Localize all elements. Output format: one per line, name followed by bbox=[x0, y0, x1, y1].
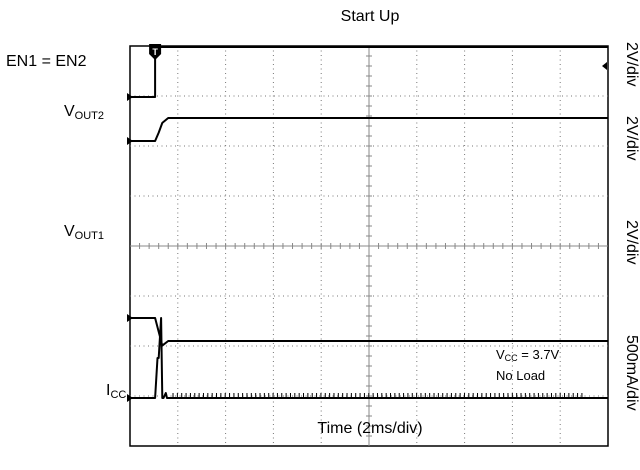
trigger-marker bbox=[149, 44, 162, 60]
grid bbox=[129, 45, 609, 447]
trigger-marker-label: T bbox=[152, 47, 158, 57]
trace-label-vout2: VOUT2 bbox=[64, 103, 105, 122]
scale-label-vout2: 2V/div bbox=[623, 116, 640, 161]
scale-label-en: 2V/div bbox=[623, 42, 640, 87]
markers: T bbox=[127, 44, 607, 402]
trace-label-vout1: VOUT1 bbox=[64, 223, 105, 242]
condition-annotation: VCC = 3.7V No Load bbox=[496, 347, 560, 383]
trace-label-en: EN1 = EN2 bbox=[6, 53, 87, 70]
channel-ground-marker bbox=[127, 314, 133, 322]
scale-label-vout1: 2V/div bbox=[623, 220, 640, 265]
x-axis-label: Time (2ms/div) bbox=[317, 420, 423, 437]
channel-ground-marker bbox=[127, 394, 133, 402]
trace-line bbox=[129, 317, 608, 399]
chart-title: Start Up bbox=[340, 8, 400, 25]
channel-ground-marker bbox=[127, 137, 133, 145]
scale-label-icc: 500mA/div bbox=[623, 335, 640, 411]
channel-ground-marker bbox=[127, 93, 133, 101]
trace-label-icc: ICC bbox=[106, 382, 127, 401]
trigger-level-marker bbox=[602, 62, 607, 70]
